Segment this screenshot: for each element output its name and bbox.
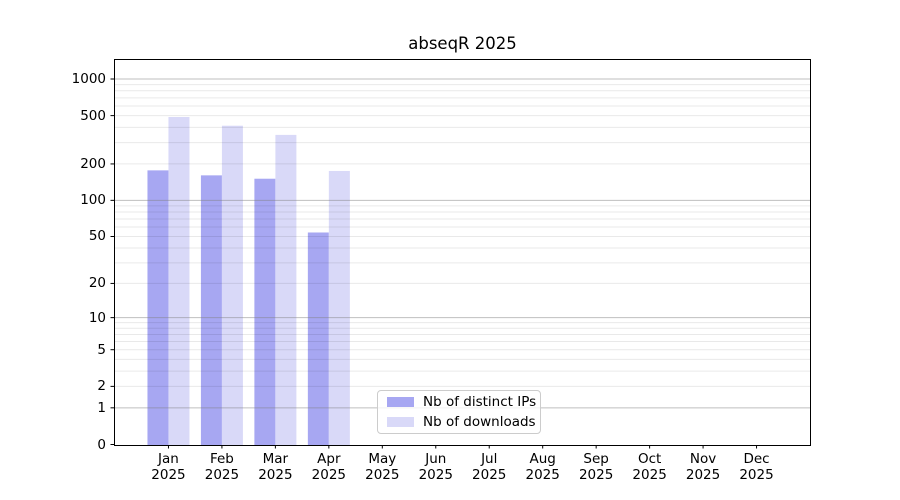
y-tick-label: 50 xyxy=(88,228,106,245)
x-tick-label: Oct 2025 xyxy=(607,451,693,483)
x-tick-month: Aug xyxy=(529,451,556,467)
bar-mar-distinct-ips xyxy=(254,178,276,446)
x-tick-month: Apr xyxy=(317,451,341,467)
x-tick-month: Sep xyxy=(583,451,609,467)
legend-swatch-distinct-ips xyxy=(387,397,414,408)
y-tick-label: 20 xyxy=(88,275,106,292)
y-tick-label: 1 xyxy=(97,399,106,416)
x-tick-label: Aug 2025 xyxy=(500,451,586,483)
x-tick-year: 2025 xyxy=(578,467,614,483)
x-tick-label: Apr 2025 xyxy=(286,451,372,483)
y-tick-label: 200 xyxy=(80,155,106,172)
plot-area: Nb of distinct IPs Nb of downloads xyxy=(110,59,811,449)
x-tick-label: Nov 2025 xyxy=(660,451,746,483)
bar-apr-downloads xyxy=(328,170,350,445)
x-tick-month: Oct xyxy=(637,451,662,467)
x-tick-label: Mar 2025 xyxy=(232,451,318,483)
bar-jan-downloads xyxy=(168,117,190,445)
x-tick-label: May 2025 xyxy=(339,451,425,483)
legend: Nb of distinct IPs Nb of downloads xyxy=(377,390,541,434)
x-tick-label: Jul 2025 xyxy=(446,451,532,483)
x-tick-year: 2025 xyxy=(685,467,721,483)
bar-jan-distinct-ips xyxy=(147,170,169,445)
legend-item-downloads: Nb of downloads xyxy=(387,414,540,430)
x-tick-year: 2025 xyxy=(418,467,453,483)
x-tick-month: Feb xyxy=(209,451,234,467)
x-tick-month: Jan xyxy=(158,451,179,467)
y-tick-label: 100 xyxy=(80,192,106,209)
x-tick-label: Feb 2025 xyxy=(179,451,265,483)
x-tick-month: Nov xyxy=(689,451,717,467)
y-tick-label: 500 xyxy=(80,107,106,124)
x-tick-label: Sep 2025 xyxy=(553,451,639,483)
y-tick-label: 5 xyxy=(97,341,106,358)
x-tick-year: 2025 xyxy=(472,467,507,483)
x-tick-month: May xyxy=(368,451,397,467)
x-tick-year: 2025 xyxy=(525,467,560,483)
x-tick-year: 2025 xyxy=(258,467,293,483)
x-tick-year: 2025 xyxy=(204,467,240,483)
x-tick-year: 2025 xyxy=(632,467,667,483)
bar-apr-distinct-ips xyxy=(307,232,329,445)
x-tick-year: 2025 xyxy=(151,467,186,483)
plot-canvas xyxy=(110,78,810,449)
bar-feb-downloads xyxy=(221,125,243,445)
legend-item-distinct-ips: Nb of distinct IPs xyxy=(387,394,540,410)
y-tick-label: 2 xyxy=(97,378,106,395)
x-tick-label: Jun 2025 xyxy=(393,451,479,483)
bar-feb-distinct-ips xyxy=(200,175,222,445)
x-tick-month: Jun xyxy=(425,451,447,467)
x-tick-month: Jul xyxy=(481,451,498,467)
x-tick-year: 2025 xyxy=(311,467,347,483)
y-tick-label: 10 xyxy=(88,309,106,326)
y-tick-label: 0 xyxy=(97,436,106,453)
chart-title: abseqR 2025 xyxy=(408,34,517,53)
bar-mar-downloads xyxy=(275,134,297,445)
x-tick-label: Jan 2025 xyxy=(125,451,211,483)
x-tick-month: Dec xyxy=(743,451,770,467)
x-tick-label: Dec 2025 xyxy=(714,451,800,483)
x-tick-month: Mar xyxy=(262,451,289,467)
legend-label-downloads: Nb of downloads xyxy=(423,413,536,430)
y-tick-label: 1000 xyxy=(71,71,106,87)
legend-label-distinct-ips: Nb of distinct IPs xyxy=(423,394,537,411)
legend-swatch-downloads xyxy=(387,416,414,427)
x-tick-year: 2025 xyxy=(739,467,774,483)
x-tick-year: 2025 xyxy=(365,467,400,483)
